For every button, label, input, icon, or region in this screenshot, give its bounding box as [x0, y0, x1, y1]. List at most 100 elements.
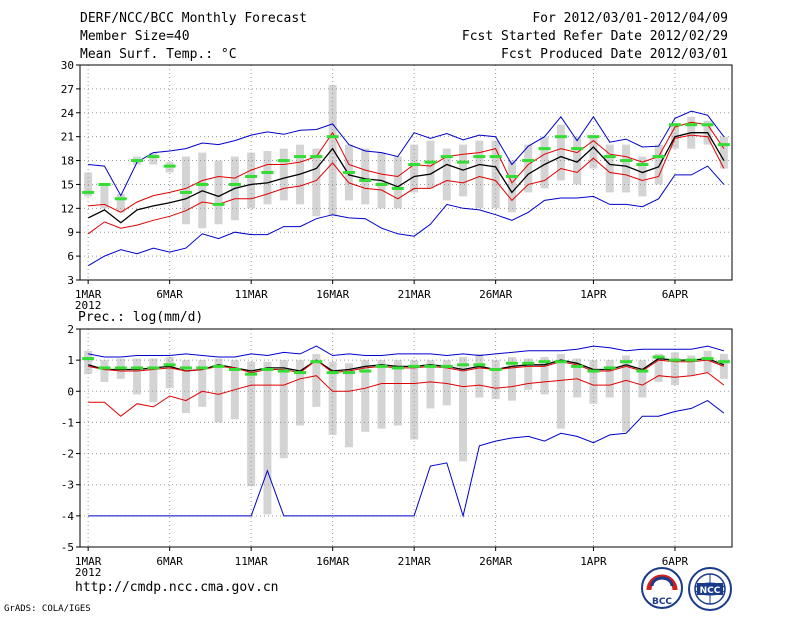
x-tick-label: 26MAR — [479, 555, 512, 568]
bcc-logo-icon: BCC — [641, 567, 683, 609]
spread-box — [198, 360, 207, 407]
ncc-logo-icon: NCC — [688, 567, 732, 611]
spread-box — [361, 360, 370, 432]
series-minimum — [87, 165, 725, 267]
x-tick-label: 21MAR — [398, 288, 431, 301]
spread-box — [605, 144, 614, 193]
x-tick-label: 6APR — [662, 555, 689, 568]
x-tick-label: 21MAR — [398, 555, 431, 568]
header-left: DERF/NCC/BCC Monthly Forecast Member Size… — [80, 10, 307, 64]
plot-frame — [79, 64, 733, 281]
spread-box — [100, 184, 109, 209]
spread-box — [247, 152, 256, 209]
y-tick-label: 21 — [61, 131, 74, 144]
ncc-logo-text: NCC — [700, 586, 721, 596]
bcc-logo-text: BCC — [652, 597, 672, 607]
y-tick-label: 1 — [67, 354, 74, 367]
member-size: Member Size=40 — [80, 29, 190, 44]
y-tick-label: -5 — [61, 541, 74, 554]
spread-box — [116, 194, 125, 213]
y-tick-label: -1 — [61, 416, 74, 429]
spread-box — [279, 360, 288, 459]
spread-box — [507, 357, 516, 401]
spread-box — [263, 151, 272, 205]
x-tick-label: 1MAR — [75, 288, 102, 301]
grads-credit: GrADS: COLA/IGES — [4, 604, 91, 614]
spread-box — [377, 360, 386, 429]
y-tick-label: 12 — [61, 202, 74, 215]
spread-box — [312, 148, 321, 217]
spread-box — [459, 357, 468, 462]
series-percentile_high — [88, 121, 725, 213]
x-tick-label: 11MAR — [235, 555, 268, 568]
spread-box — [605, 360, 614, 398]
spread-box — [687, 355, 696, 376]
spread-box — [622, 144, 631, 193]
produced-date: Fcst Produced Date 2012/03/01 — [501, 47, 728, 62]
spread-box — [149, 152, 158, 165]
y-tick-label: 0 — [67, 385, 74, 398]
spread-box — [524, 144, 533, 193]
spread-box — [475, 140, 484, 209]
y-tick-label: -2 — [61, 448, 74, 461]
header-right: For 2012/03/01-2012/04/09 Fcst Started Re… — [462, 10, 728, 64]
spread-box — [312, 353, 321, 407]
x-tick-label: 6APR — [662, 288, 689, 301]
spread-box — [654, 353, 663, 382]
spread-box — [410, 360, 419, 440]
y-tick-label: 18 — [61, 155, 74, 168]
start-date: Fcst Started Refer Date 2012/02/29 — [461, 29, 728, 44]
spread-box — [328, 84, 337, 217]
spread-box — [214, 358, 223, 423]
spread-box — [328, 361, 337, 435]
spread-box — [556, 124, 565, 181]
y-tick-label: 2 — [67, 323, 74, 336]
spread-box — [393, 360, 402, 426]
spread-box — [540, 136, 549, 189]
spread-box — [361, 148, 370, 205]
spread-box — [149, 358, 158, 403]
spread-box — [279, 148, 288, 201]
spread-box — [589, 136, 598, 169]
x-tick-label: 16MAR — [316, 555, 349, 568]
series-minimum — [88, 400, 725, 518]
series-percentile_high — [88, 359, 725, 374]
x-tick-label: 1MAR — [75, 555, 102, 568]
spread-box — [426, 140, 435, 189]
year-label: 2012 — [75, 566, 102, 579]
spread-box — [426, 360, 435, 409]
spread-box — [344, 363, 353, 448]
y-tick-label: -4 — [61, 510, 75, 523]
spread-box — [442, 148, 451, 201]
spread-box — [296, 360, 305, 426]
panel-0: 3 6 9 12 15 18 21 24 27 30 1MAR 6MAR 11MAR 16MAR 21MAR… — [61, 59, 733, 312]
variable-label: Mean Surf. Temp.: °C — [80, 47, 237, 62]
y-tick-label: -3 — [61, 479, 74, 492]
spread-box — [638, 156, 647, 197]
x-tick-label: 11MAR — [235, 288, 268, 301]
series-maximum — [88, 345, 725, 358]
forecast-period: For 2012/03/01-2012/04/09 — [532, 11, 728, 26]
spread-box — [654, 144, 663, 185]
y-tick-label: 6 — [67, 250, 74, 263]
spread-box — [181, 360, 190, 414]
spread-box — [100, 360, 109, 382]
y-tick-label: 15 — [61, 178, 74, 191]
x-tick-label: 1APR — [580, 288, 607, 301]
x-tick-label: 1APR — [580, 555, 607, 568]
chart-title: DERF/NCC/BCC Monthly Forecast — [80, 11, 307, 26]
spread-box — [84, 350, 93, 375]
source-url[interactable]: http://cmdp.ncc.cma.gov.cn — [75, 580, 279, 595]
spread-box — [491, 360, 500, 400]
spread-box — [540, 357, 549, 395]
y-tick-label: 9 — [67, 226, 74, 239]
spread-box — [181, 156, 190, 225]
spread-box — [263, 361, 272, 515]
series-percentile_low — [87, 134, 725, 235]
y-tick-label: 27 — [61, 83, 74, 96]
y-tick-label: 3 — [67, 274, 74, 287]
x-tick-label: 6MAR — [156, 555, 183, 568]
precip-title: Prec.: log(mm/d) — [78, 310, 204, 325]
spread-box — [719, 136, 728, 169]
